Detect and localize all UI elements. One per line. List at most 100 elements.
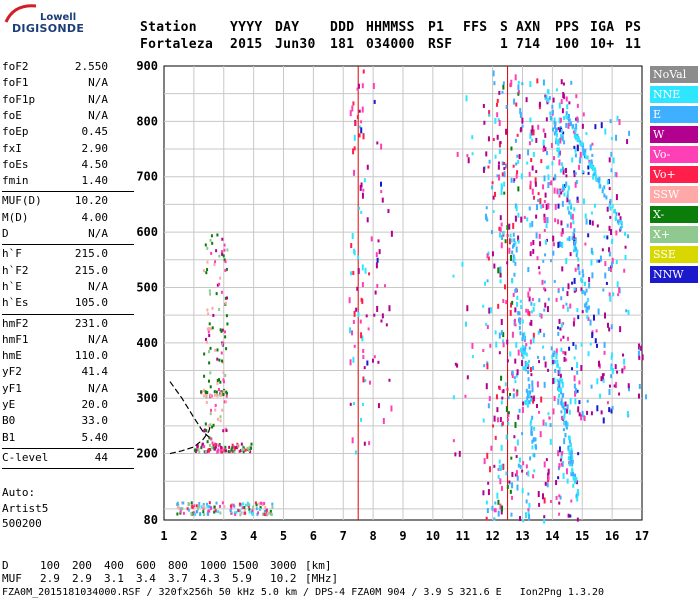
- echo-point: [529, 81, 532, 88]
- echo-point: [510, 238, 513, 243]
- echo-point: [507, 411, 510, 415]
- echo-point: [226, 248, 229, 252]
- echo-point: [247, 503, 250, 507]
- echo-point: [508, 223, 511, 230]
- echo-point: [350, 243, 353, 249]
- echo-point: [231, 446, 234, 450]
- echo-point: [528, 400, 531, 405]
- muf-row-value: 3.7: [168, 572, 188, 585]
- echo-point: [209, 371, 212, 375]
- echo-point: [532, 195, 535, 200]
- echo-point: [522, 348, 525, 353]
- echo-point: [193, 511, 196, 515]
- echo-point: [496, 492, 499, 499]
- echo-point: [602, 288, 605, 292]
- echo-point: [524, 512, 527, 519]
- echo-point: [266, 513, 269, 517]
- echo-point: [618, 286, 621, 293]
- echo-point: [348, 297, 351, 304]
- echo-point: [206, 308, 209, 312]
- echo-point: [466, 305, 469, 312]
- echo-point: [560, 462, 563, 467]
- echo-point: [547, 297, 550, 301]
- echo-point: [525, 352, 528, 357]
- echo-point: [533, 426, 536, 431]
- echo-point: [368, 380, 371, 385]
- param-value: N/A: [88, 279, 108, 293]
- echo-point: [206, 246, 209, 250]
- echo-point: [530, 419, 533, 424]
- d-row-value: 3000: [270, 559, 297, 572]
- echo-point: [509, 392, 512, 396]
- echo-point: [580, 342, 583, 347]
- echo-point: [552, 408, 555, 415]
- echo-point: [349, 402, 352, 406]
- echo-point: [516, 439, 519, 446]
- echo-point: [513, 238, 516, 243]
- echo-point: [553, 350, 556, 355]
- echo-point: [221, 237, 224, 241]
- echo-point: [578, 138, 581, 143]
- echo-point: [514, 473, 517, 477]
- echo-point: [560, 133, 563, 140]
- echo-point: [569, 514, 572, 518]
- echo-point: [374, 290, 377, 295]
- echo-point: [499, 232, 502, 238]
- header-label: FFS: [463, 20, 488, 35]
- echo-point: [522, 519, 525, 523]
- echo-point: [576, 389, 579, 393]
- echo-point: [603, 185, 606, 190]
- header-value: Fortaleza: [140, 37, 214, 52]
- y-tick-label: 800: [136, 114, 158, 128]
- echo-point: [360, 210, 363, 214]
- echo-point: [203, 504, 206, 508]
- echo-point: [530, 426, 533, 431]
- echo-point: [519, 516, 522, 522]
- echo-point: [566, 306, 569, 312]
- echo-point: [240, 442, 243, 446]
- echo-point: [565, 114, 568, 119]
- echo-point: [190, 512, 193, 516]
- echo-point: [547, 202, 550, 209]
- echo-point: [571, 281, 574, 285]
- echo-point: [202, 510, 205, 514]
- echo-point: [270, 512, 273, 516]
- echo-point: [349, 327, 352, 334]
- echo-point: [547, 368, 550, 372]
- legend-item-sse: SSE: [650, 246, 698, 263]
- echo-point: [570, 447, 573, 452]
- echo-point: [525, 472, 528, 476]
- echo-point: [251, 511, 254, 515]
- echo-point: [602, 378, 605, 383]
- header-label: Station: [140, 20, 197, 35]
- echo-point: [376, 305, 379, 312]
- echo-point: [515, 287, 518, 292]
- echo-point: [502, 81, 505, 85]
- echo-point: [557, 138, 560, 143]
- echo-point: [223, 258, 226, 262]
- echo-point: [568, 236, 571, 242]
- echo-point: [555, 139, 558, 144]
- echo-point: [612, 292, 615, 297]
- echo-point: [586, 315, 589, 320]
- legend-item-nnw: NNW: [650, 266, 698, 283]
- param-value: 215.0: [74, 263, 108, 277]
- echo-point: [224, 268, 227, 272]
- echo-point: [617, 293, 620, 297]
- echo-point: [531, 445, 534, 450]
- echo-point: [601, 248, 604, 252]
- echo-point: [362, 133, 365, 140]
- echo-point: [516, 369, 519, 376]
- param-value: 231.0: [74, 316, 108, 330]
- echo-point: [352, 319, 355, 324]
- echo-point: [214, 260, 217, 264]
- echo-point: [584, 155, 587, 160]
- echo-point: [576, 308, 579, 313]
- echo-point: [610, 366, 613, 371]
- echo-point: [543, 287, 546, 291]
- echo-point: [358, 125, 361, 129]
- echo-point: [543, 308, 546, 312]
- echo-point: [566, 196, 569, 203]
- echo-point: [528, 287, 531, 292]
- echo-point: [571, 367, 574, 371]
